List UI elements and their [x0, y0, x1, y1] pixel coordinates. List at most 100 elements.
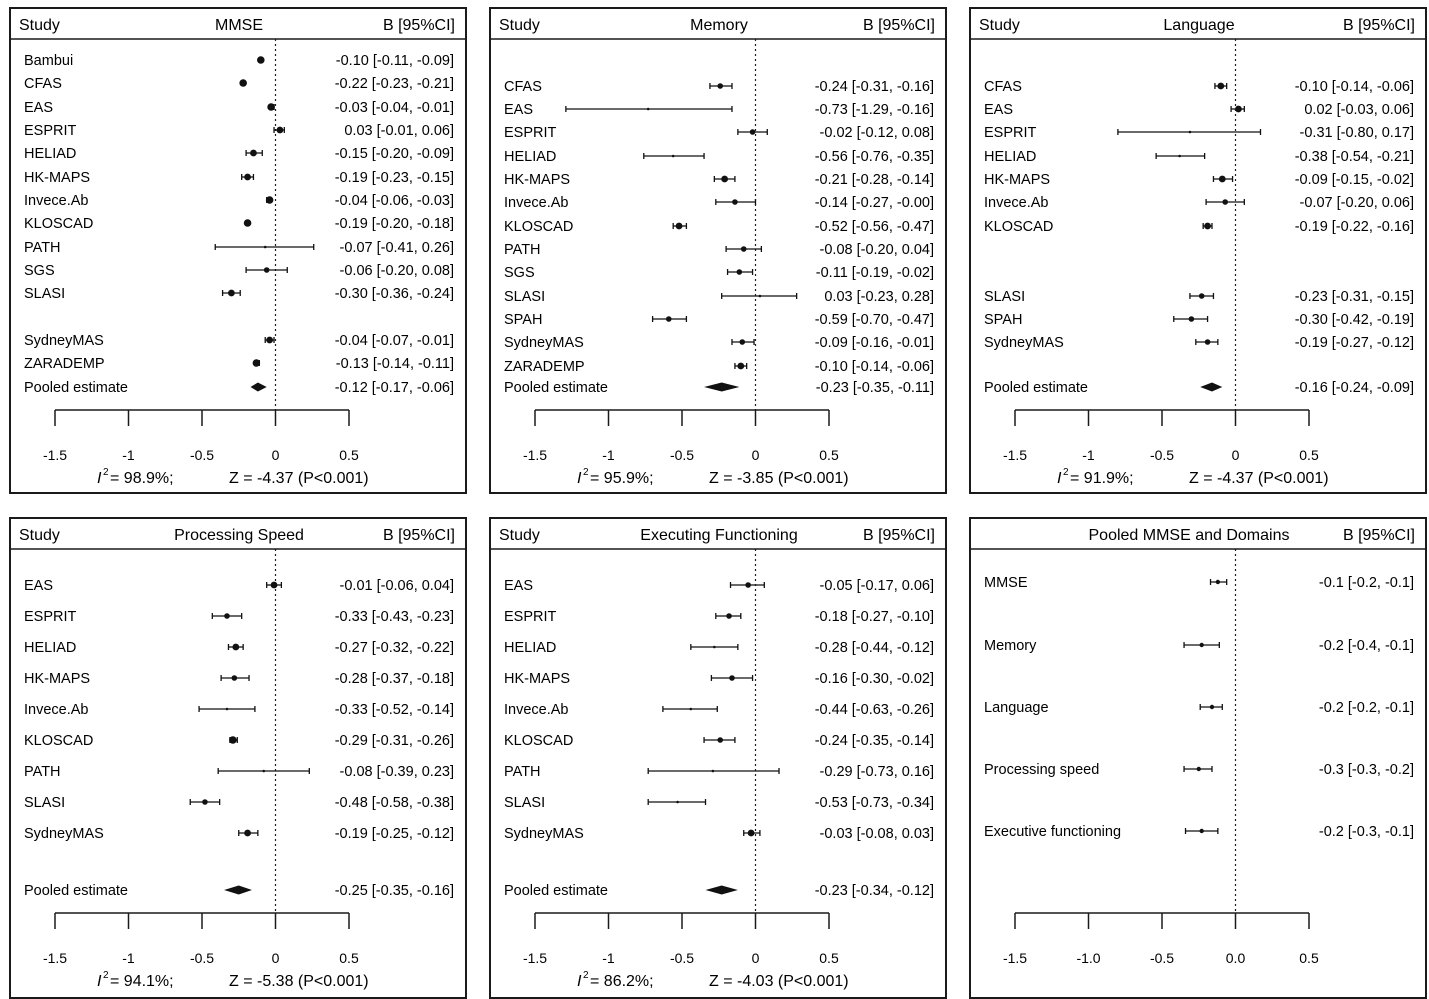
- row-estimate-text: -0.21 [-0.28, -0.14]: [815, 172, 934, 188]
- row-estimate-text: -0.02 [-0.12, 0.08]: [820, 125, 934, 141]
- x-tick-label: -1.0: [1076, 950, 1100, 966]
- forest-svg: Study Processing Speed B [95%CI] EAS -0.01 […: [11, 527, 465, 990]
- i2-symbol: I: [577, 470, 582, 487]
- study-row-eas: EAS -0.73 [-1.29, -0.16]: [504, 102, 934, 118]
- pooled-row: Pooled estimate -0.23 [-0.35, -0.11]: [504, 380, 934, 396]
- pooled-diamond: [705, 885, 738, 895]
- study-row-esprit: ESPRIT -0.02 [-0.12, 0.08]: [504, 125, 934, 141]
- row-label: SydneyMAS: [24, 826, 104, 842]
- point-estimate: [265, 196, 274, 204]
- row-estimate-text: -0.23 [-0.34, -0.12]: [815, 883, 934, 899]
- row-estimate-text: 0.02 [-0.03, 0.06]: [1304, 102, 1414, 118]
- point-estimate: [250, 149, 257, 157]
- header-title: Pooled MMSE and Domains: [1089, 527, 1290, 544]
- row-estimate-text: -0.28 [-0.44, -0.12]: [815, 640, 934, 656]
- row-label: Memory: [984, 638, 1037, 654]
- x-tick-label: -1.5: [43, 950, 67, 966]
- point-estimate: [1199, 828, 1204, 834]
- point-estimate: [721, 175, 729, 183]
- pooled-diamond: [224, 885, 252, 895]
- point-estimate: [1198, 293, 1205, 299]
- row-estimate-text: -0.03 [-0.04, -0.01]: [335, 100, 454, 116]
- x-tick-label: -0.5: [670, 447, 694, 463]
- x-tick-label: -1: [122, 950, 135, 966]
- row-estimate-text: -0.2 [-0.4, -0.1]: [1319, 638, 1414, 654]
- row-estimate-text: -0.27 [-0.32, -0.22]: [335, 640, 454, 656]
- i2-symbol: I: [577, 973, 582, 990]
- study-row-kloscad: KLOSCAD -0.19 [-0.20, -0.18]: [24, 216, 454, 232]
- forest-panel-executing-functioning: Study Executing Functioning B [95%CI] EAS -0…: [489, 517, 947, 999]
- row-label: SGS: [24, 263, 55, 279]
- study-row-slasi: SLASI -0.30 [-0.36, -0.24]: [24, 286, 454, 302]
- row-label: Invece.Ab: [24, 702, 89, 718]
- x-tick-label: 0.5: [339, 950, 359, 966]
- i2-superscript: 2: [103, 970, 109, 981]
- row-estimate-text: -0.2 [-0.3, -0.1]: [1319, 824, 1414, 840]
- row-estimate-text: -0.16 [-0.24, -0.09]: [1295, 380, 1414, 396]
- point-estimate: [726, 613, 732, 619]
- header-title: Memory: [690, 17, 748, 34]
- point-estimate: [671, 154, 675, 158]
- row-label: PATH: [24, 764, 61, 780]
- study-row-cfas: CFAS -0.10 [-0.14, -0.06]: [984, 79, 1414, 95]
- point-estimate: [1222, 199, 1229, 205]
- row-label: HELIAD: [24, 146, 76, 162]
- forest-panel-memory: Study Memory B [95%CI] CFAS -0.24 [-0.31, -0…: [489, 7, 947, 494]
- pooled-row: Pooled estimate -0.16 [-0.24, -0.09]: [984, 380, 1414, 396]
- row-label: ESPRIT: [984, 125, 1037, 141]
- point-estimate: [231, 675, 238, 681]
- forest-panel-pooled-domains: Pooled MMSE and Domains B [95%CI] MMSE -0.1…: [969, 517, 1427, 999]
- row-estimate-text: -0.14 [-0.27, -0.00]: [815, 195, 934, 211]
- point-estimate: [747, 829, 755, 837]
- study-row-language: Language -0.2 [-0.2, -0.1]: [984, 700, 1414, 716]
- row-label: ESPRIT: [504, 609, 557, 625]
- i2-value: = 91.9%;: [1070, 470, 1134, 487]
- row-estimate-text: -0.06 [-0.20, 0.08]: [340, 263, 454, 279]
- row-estimate-text: -0.05 [-0.17, 0.06]: [820, 578, 934, 594]
- point-estimate: [267, 103, 275, 111]
- x-tick-label: 0.5: [819, 950, 839, 966]
- point-estimate: [252, 359, 261, 367]
- row-estimate-text: -0.24 [-0.31, -0.16]: [815, 79, 934, 95]
- forest-panel-language: Study Language B [95%CI] CFAS -0.10 [-0.14, …: [969, 7, 1427, 494]
- i2-value: = 86.2%;: [590, 973, 654, 990]
- point-estimate: [1218, 175, 1226, 183]
- row-label: SPAH: [504, 312, 542, 328]
- row-label: KLOSCAD: [504, 733, 573, 749]
- row-label: KLOSCAD: [24, 216, 93, 232]
- row-label: Invece.Ab: [504, 195, 569, 211]
- row-estimate-text: -0.04 [-0.07, -0.01]: [335, 333, 454, 349]
- header-title: MMSE: [215, 17, 263, 34]
- point-estimate: [736, 269, 743, 275]
- row-estimate-text: -0.11 [-0.19, -0.02]: [816, 265, 934, 281]
- point-estimate: [263, 267, 270, 273]
- study-row-slasi: SLASI -0.48 [-0.58, -0.38]: [24, 795, 454, 811]
- row-label: HELIAD: [984, 149, 1036, 165]
- point-estimate: [263, 245, 267, 249]
- row-estimate-text: -0.59 [-0.70, -0.47]: [815, 312, 934, 328]
- row-label: Processing speed: [984, 762, 1099, 778]
- point-estimate: [1188, 316, 1195, 322]
- forest-svg: Pooled MMSE and Domains B [95%CI] MMSE -0.1…: [971, 527, 1425, 966]
- study-row-path: PATH -0.29 [-0.73, 0.16]: [504, 764, 934, 780]
- study-row-eas: EAS -0.05 [-0.17, 0.06]: [504, 578, 934, 594]
- row-estimate-text: -0.03 [-0.08, 0.03]: [820, 826, 934, 842]
- i2-value: = 94.1%;: [110, 973, 174, 990]
- study-row-executive-functioning: Executive functioning -0.2 [-0.3, -0.1]: [984, 824, 1414, 840]
- row-label: Pooled estimate: [24, 380, 128, 396]
- pooled-row: Pooled estimate -0.12 [-0.17, -0.06]: [24, 380, 454, 396]
- study-row-sydneymas: SydneyMAS -0.19 [-0.27, -0.12]: [984, 335, 1414, 351]
- row-label: CFAS: [24, 76, 62, 92]
- i2-value: = 98.9%;: [110, 470, 174, 487]
- point-estimate: [676, 800, 679, 804]
- study-row-esprit: ESPRIT -0.33 [-0.43, -0.23]: [24, 609, 454, 625]
- row-label: HELIAD: [504, 640, 556, 656]
- header-study: Study: [499, 527, 540, 544]
- header-ci: B [95%CI]: [383, 17, 455, 34]
- forest-svg: Study Memory B [95%CI] CFAS -0.24 [-0.31, -0…: [491, 17, 945, 487]
- point-estimate: [1204, 222, 1211, 230]
- i2-symbol: I: [97, 973, 102, 990]
- row-label: HK-MAPS: [504, 172, 570, 188]
- row-estimate-text: -0.1 [-0.2, -0.1]: [1319, 575, 1414, 591]
- row-estimate-text: -0.3 [-0.3, -0.2]: [1319, 762, 1414, 778]
